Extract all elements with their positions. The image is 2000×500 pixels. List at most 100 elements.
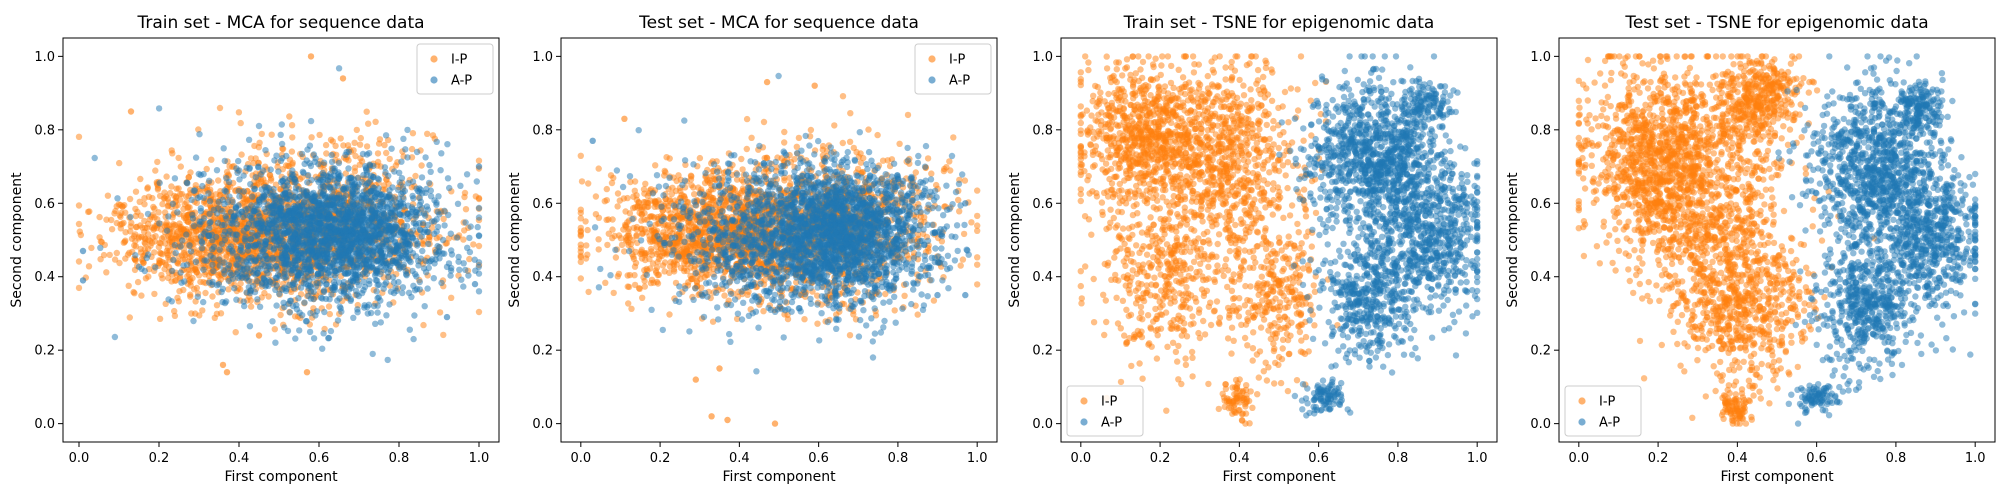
- data-point: [466, 255, 473, 263]
- data-point: [307, 310, 314, 317]
- data-point: [246, 213, 254, 220]
- data-point: [326, 310, 333, 318]
- data-point: [341, 270, 348, 277]
- data-point: [264, 270, 271, 277]
- data-point: [350, 314, 357, 321]
- data-point: [316, 131, 323, 139]
- data-point: [415, 262, 422, 269]
- data-point: [173, 185, 180, 192]
- data-point: [126, 195, 134, 203]
- data-point: [146, 216, 154, 223]
- data-point: [383, 240, 390, 248]
- data-point: [183, 261, 191, 268]
- data-point: [336, 216, 343, 223]
- data-point: [376, 216, 383, 223]
- data-point: [154, 158, 161, 166]
- data-point: [180, 249, 188, 257]
- data-point: [156, 315, 164, 322]
- data-point: [258, 261, 266, 268]
- data-point: [267, 177, 275, 184]
- data-point: [340, 142, 347, 149]
- data-point: [404, 126, 411, 134]
- data-point: [447, 230, 454, 237]
- data-point: [227, 269, 234, 276]
- data-point: [351, 168, 359, 175]
- data-point: [353, 287, 360, 295]
- data-point: [221, 157, 228, 165]
- data-point: [440, 215, 447, 223]
- data-point: [245, 221, 253, 228]
- data-point: [271, 203, 279, 210]
- data-point: [210, 267, 217, 275]
- data-point: [403, 272, 410, 279]
- data-point: [245, 243, 252, 250]
- data-point: [381, 141, 388, 149]
- points-layer: [75, 53, 483, 376]
- data-point: [461, 227, 468, 234]
- data-point: [340, 287, 348, 294]
- data-point: [324, 173, 332, 181]
- data-point: [374, 150, 382, 157]
- data-point: [472, 267, 479, 274]
- data-point: [257, 171, 265, 178]
- x-tick-label: 0.6: [309, 451, 330, 466]
- data-point: [362, 182, 370, 189]
- data-point: [874, 131, 881, 139]
- data-point: [223, 215, 230, 222]
- data-point: [444, 141, 451, 148]
- data-point: [317, 294, 325, 301]
- data-point: [455, 258, 462, 265]
- data-point: [219, 361, 227, 369]
- data-point: [475, 157, 483, 164]
- data-point: [272, 339, 279, 346]
- data-point: [130, 288, 137, 296]
- data-point: [435, 193, 442, 200]
- data-point: [418, 174, 426, 181]
- data-point: [380, 266, 388, 274]
- data-point: [295, 186, 303, 193]
- data-point: [192, 258, 200, 265]
- data-point: [278, 219, 285, 227]
- data-point: [229, 198, 236, 205]
- data-point: [360, 287, 367, 294]
- data-point: [246, 165, 253, 172]
- data-point: [171, 241, 178, 249]
- data-point: [194, 293, 201, 300]
- data-point: [395, 227, 403, 234]
- data-point: [327, 136, 335, 143]
- data-point: [114, 195, 121, 202]
- data-point: [443, 313, 451, 321]
- data-point: [382, 132, 390, 139]
- data-point: [171, 192, 178, 200]
- x-tick-label: 0.4: [229, 451, 250, 466]
- data-point: [434, 208, 442, 216]
- data-point: [116, 159, 123, 167]
- data-point: [96, 213, 103, 221]
- data-point: [255, 240, 262, 248]
- data-point: [219, 196, 226, 203]
- data-point: [161, 195, 168, 202]
- data-point: [291, 179, 298, 186]
- data-point: [337, 266, 345, 273]
- data-point: [200, 194, 207, 201]
- data-point: [223, 175, 230, 182]
- data-point: [363, 151, 371, 158]
- data-point: [300, 250, 308, 257]
- data-point: [375, 185, 382, 192]
- data-point: [272, 286, 279, 293]
- data-point: [355, 282, 362, 289]
- data-point: [250, 208, 257, 215]
- data-point: [413, 223, 420, 230]
- data-point: [409, 130, 417, 137]
- data-point: [446, 184, 453, 192]
- data-point: [301, 299, 308, 306]
- data-point: [466, 234, 473, 242]
- data-point: [132, 188, 140, 195]
- data-point: [141, 267, 148, 275]
- data-point: [163, 227, 171, 234]
- data-point: [213, 302, 221, 309]
- data-point: [356, 263, 363, 270]
- data-point: [266, 278, 274, 285]
- data-point: [179, 237, 186, 244]
- data-point: [327, 327, 335, 335]
